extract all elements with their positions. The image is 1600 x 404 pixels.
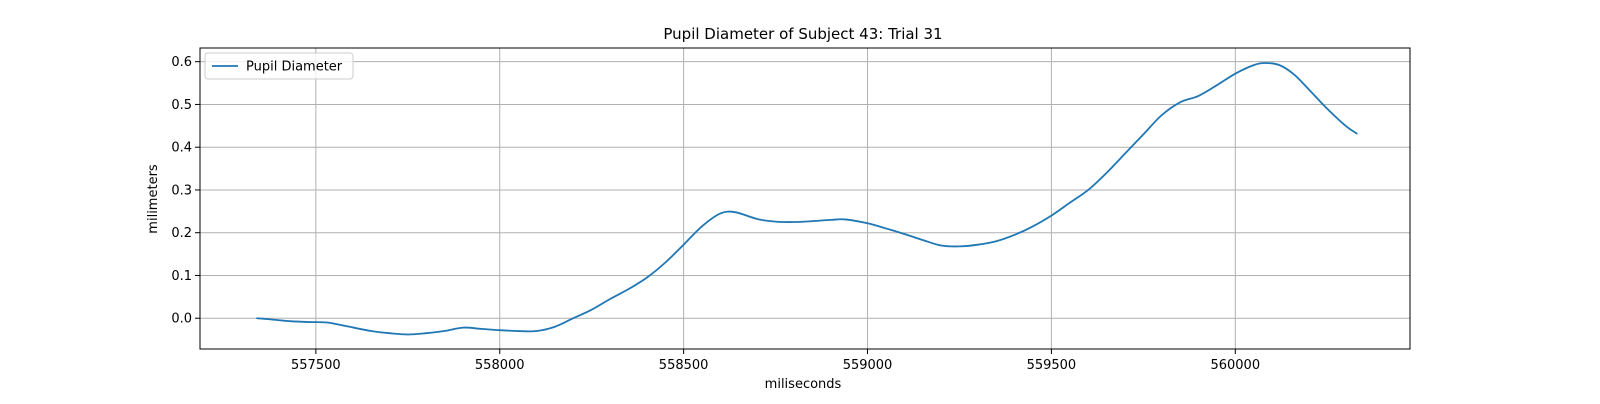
legend: Pupil Diameter (204, 52, 354, 80)
y-tick-label: 0.3 (171, 183, 192, 198)
x-tick-label: 560000 (1210, 358, 1260, 373)
y-tick-label: 0.5 (171, 98, 192, 113)
y-tick-label: 0.2 (171, 226, 192, 241)
x-axis-label: miliseconds (765, 377, 842, 392)
plot-frame (199, 47, 1411, 350)
x-axis-ticks: 557500 558000 558500 559000 559500 560000 (291, 349, 1260, 373)
y-tick-label: 0.0 (171, 312, 192, 327)
legend-entry-pupil-diameter: Pupil Diameter (246, 60, 343, 75)
y-axis-ticks: 0.0 0.1 0.2 0.3 0.4 0.5 0.6 (171, 55, 200, 327)
x-tick-label: 558000 (475, 358, 525, 373)
grid-layer (200, 48, 1410, 349)
x-tick-label: 558500 (659, 358, 709, 373)
series-line-pupil-diameter (256, 62, 1358, 336)
y-tick-label: 0.1 (171, 269, 192, 284)
x-tick-label: 557500 (291, 358, 341, 373)
y-axis-label: milimeters (146, 164, 161, 234)
x-tick-label: 559500 (1027, 358, 1077, 373)
x-tick-label: 559000 (843, 358, 893, 373)
legend-box (204, 52, 354, 80)
y-tick-label: 0.6 (171, 55, 192, 70)
chart-title: Pupil Diameter of Subject 43: Trial 31 (663, 25, 942, 43)
series-layer (256, 62, 1358, 336)
y-tick-label: 0.4 (171, 141, 192, 156)
